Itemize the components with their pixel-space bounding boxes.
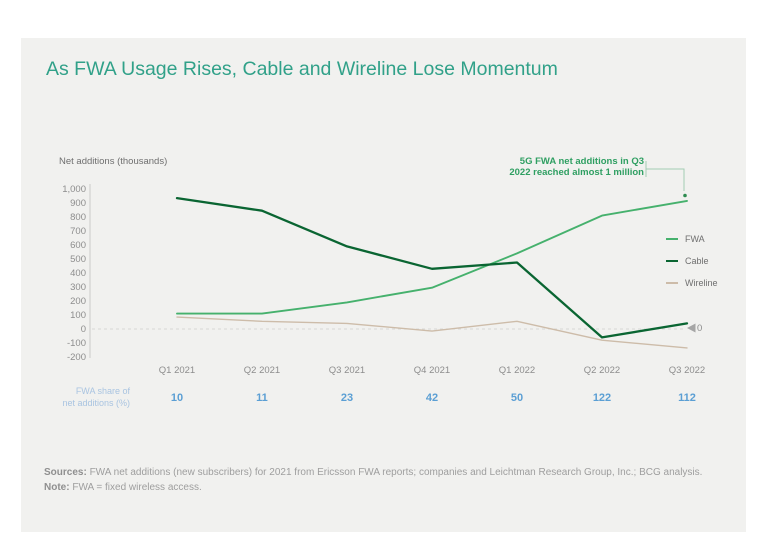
y-axis-label: Net additions (thousands): [59, 156, 168, 167]
x-axis-label: Q1 2021: [158, 365, 196, 376]
y-tick: 300: [70, 281, 86, 293]
y-tick: -100: [66, 337, 86, 349]
annotation-line-2: 2022 reached almost 1 million: [509, 167, 644, 178]
footer-sources-label: Sources:: [44, 467, 87, 478]
y-tick: 0: [80, 323, 86, 335]
share-row-label: FWA share of net additions (%): [30, 386, 130, 409]
annotation-line-1: 5G FWA net additions in Q3: [519, 156, 644, 167]
share-value: 11: [256, 392, 268, 404]
y-tick: 700: [70, 225, 86, 237]
legend-label: Wireline: [685, 278, 718, 288]
y-tick: 900: [70, 197, 86, 209]
chart-card: [21, 38, 746, 532]
share-row-label-line-2: net additions (%): [62, 397, 130, 408]
legend-swatch-wireline: [666, 282, 678, 284]
x-axis-label: Q1 2022: [498, 365, 536, 376]
y-tick: 200: [70, 295, 86, 307]
legend-item-fwa: FWA: [666, 234, 705, 244]
x-axis-label: Q4 2021: [413, 365, 451, 376]
annotation-callout: 5G FWA net additions in Q3 2022 reached …: [508, 156, 644, 178]
share-value: 42: [425, 392, 439, 404]
y-tick: 600: [70, 239, 86, 251]
footer-note-label: Note:: [44, 482, 70, 493]
share-row-label-line-1: FWA share of: [75, 386, 130, 396]
legend-swatch-fwa: [666, 238, 678, 240]
page-title: As FWA Usage Rises, Cable and Wireline L…: [46, 58, 558, 80]
x-axis-label: Q3 2021: [328, 365, 366, 376]
share-value: 122: [592, 392, 612, 404]
y-tick: -200: [66, 351, 86, 363]
y-tick: 400: [70, 267, 86, 279]
legend-item-cable: Cable: [666, 256, 709, 266]
x-axis-label: Q2 2022: [583, 365, 621, 376]
footer-sources-text: FWA net additions (new subscribers) for …: [86, 467, 703, 478]
y-tick: 800: [70, 211, 86, 223]
y-tick: 1,000: [62, 183, 86, 195]
zero-marker-label: 0: [697, 322, 703, 334]
share-value: 10: [170, 392, 184, 404]
legend-label: Cable: [685, 256, 709, 266]
y-tick: 500: [70, 253, 86, 265]
share-value: 112: [678, 392, 696, 404]
legend-label: FWA: [685, 234, 705, 244]
legend-item-wireline: Wireline: [666, 278, 718, 288]
y-tick: 100: [70, 309, 86, 321]
footer-note: Note: FWA = fixed wireless access.: [44, 482, 202, 493]
footer-sources: Sources: FWA net additions (new subscrib…: [44, 467, 702, 478]
share-value: 23: [340, 392, 354, 404]
footer-note-text: FWA = fixed wireless access.: [69, 482, 202, 493]
share-value: 50: [510, 392, 524, 404]
legend-swatch-cable: [666, 260, 678, 262]
x-axis-label: Q2 2021: [243, 365, 281, 376]
x-axis-label: Q3 2022: [668, 365, 706, 376]
